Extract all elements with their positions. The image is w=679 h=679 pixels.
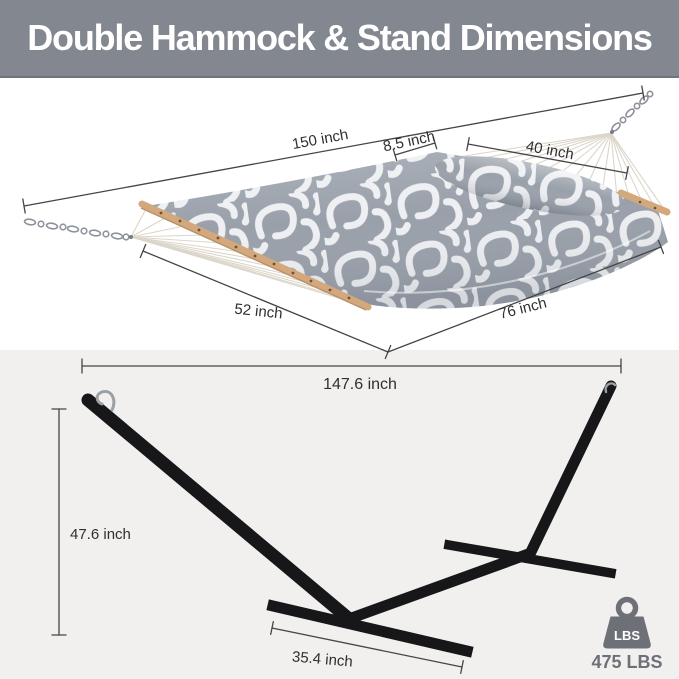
- dim-150-label: 150 inch: [291, 126, 350, 153]
- dimension-35-4: 35.4 inch: [270, 620, 464, 675]
- dimension-147-6: 147.6 inch: [81, 358, 622, 393]
- left-hook-icon: [95, 389, 116, 412]
- dim-147-6-label: 147.6 inch: [323, 376, 397, 393]
- dim-35-4-label: 35.4 inch: [291, 648, 353, 670]
- right-chain-icon: [610, 90, 654, 134]
- hammock-pillow: [434, 156, 626, 216]
- stand-left-junction: [341, 611, 355, 625]
- right-spreader-bar-icon: [617, 189, 671, 216]
- dim-52-label: 52 inch: [234, 301, 284, 323]
- header-banner: Double Hammock & Stand Dimensions: [0, 0, 679, 78]
- right-hook-icon: [604, 382, 617, 394]
- dimension-52: 52 inch: [139, 243, 392, 360]
- left-spreader-bar-icon: [138, 200, 372, 311]
- dimension-47-6: 47.6 inch: [51, 408, 131, 636]
- left-chain-icon: [23, 218, 133, 241]
- hammock-left-ropes-icon: [130, 208, 367, 307]
- weight-icon: [603, 616, 651, 649]
- stand-illustration: 147.6 inch 47.6 inch 35.4 inch LBS: [51, 358, 663, 675]
- stand-right-junction: [523, 550, 535, 562]
- dim-47-6-label: 47.6 inch: [70, 526, 131, 543]
- weight-capacity-value: 475 LBS: [591, 652, 662, 672]
- hammock-illustration: 150 inch 8.5 inch 40 inch 52: [22, 85, 671, 360]
- page-title: Double Hammock & Stand Dimensions: [27, 17, 653, 58]
- stand-right-pole: [523, 380, 617, 562]
- stand-left-foot: [266, 599, 474, 658]
- stand-left-pole: [81, 393, 355, 625]
- weight-icon-ring: [615, 596, 639, 620]
- weight-icon-label: LBS: [614, 628, 640, 643]
- weight-capacity-badge: LBS 475 LBS: [591, 596, 663, 672]
- stand-center-beam: [344, 547, 533, 626]
